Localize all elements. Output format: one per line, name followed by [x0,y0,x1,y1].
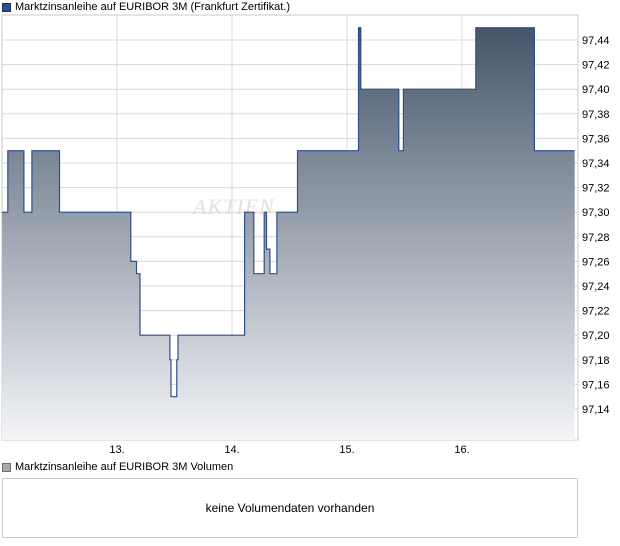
y-tick-label: 97,14 [582,404,610,416]
price-line [2,27,575,398]
price-area-fill [2,27,575,440]
watermark-text: AKTIEN [191,194,275,219]
y-tick-label: 97,30 [582,207,610,219]
y-tick-label: 97,16 [582,379,610,391]
price-legend-label: Marktzinsanleihe auf EURIBOR 3M (Frankfu… [15,1,291,13]
y-tick-label: 97,34 [582,158,610,170]
y-axis-ticks: 97,14 97,16 97,18 97,20 97,22 97,24 97,26 97,28… [582,35,610,416]
x-tick-label: 13. [109,444,124,456]
y-tick-label: 97,28 [582,232,610,244]
y-tick-label: 97,40 [582,84,610,96]
y-tick-label: 97,32 [582,183,610,195]
x-tick-label: 16. [454,444,469,456]
volume-legend: Marktzinsanleihe auf EURIBOR 3M Volumen [2,461,233,474]
price-legend: Marktzinsanleihe auf EURIBOR 3M (Frankfu… [2,1,290,14]
x-axis-ticks: 13. 14. 15. 16. [109,444,469,456]
volume-panel: keine Volumendaten vorhanden [2,478,578,538]
y-tick-label: 97,36 [582,133,610,145]
y-tick-label: 97,44 [582,35,610,47]
volume-empty-message: keine Volumendaten vorhanden [205,501,375,515]
y-tick-label: 97,38 [582,109,610,121]
y-tick-label: 97,42 [582,60,610,72]
y-tick-label: 97,26 [582,256,610,268]
price-chart: AKTIEN 97,1497,1697,1897,2097,2297,2497,… [1,14,610,456]
y-tick-label: 97,24 [582,281,610,293]
x-tick-label: 15. [339,444,354,456]
y-tick-label: 97,18 [582,355,610,367]
volume-legend-swatch [2,463,11,472]
volume-legend-label: Marktzinsanleihe auf EURIBOR 3M Volumen [15,461,234,473]
x-tick-label: 14. [224,444,239,456]
y-tick-label: 97,22 [582,306,610,318]
price-legend-swatch [2,3,11,12]
y-tick-label: 97,20 [582,330,610,342]
